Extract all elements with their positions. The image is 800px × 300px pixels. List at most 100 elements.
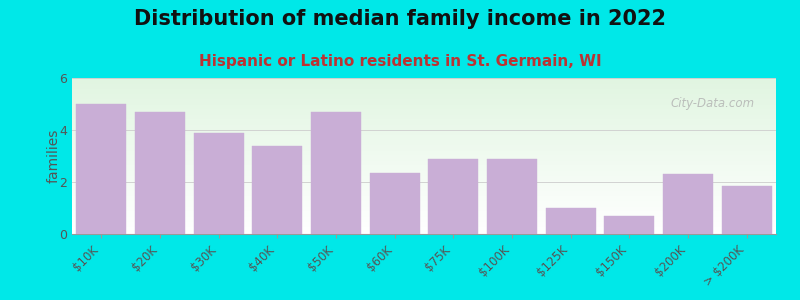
- Bar: [72, 230, 776, 231]
- Bar: [72, 207, 776, 208]
- Bar: [72, 109, 776, 110]
- Bar: [487, 159, 537, 234]
- Bar: [72, 166, 776, 167]
- Bar: [72, 83, 776, 84]
- Bar: [72, 173, 776, 174]
- Bar: [72, 223, 776, 224]
- Bar: [72, 105, 776, 106]
- Bar: [72, 219, 776, 220]
- Bar: [72, 153, 776, 154]
- Bar: [72, 117, 776, 118]
- Bar: [72, 232, 776, 233]
- Bar: [72, 201, 776, 202]
- Bar: [72, 191, 776, 192]
- Bar: [72, 197, 776, 198]
- Bar: [72, 126, 776, 127]
- Bar: [72, 220, 776, 221]
- Bar: [72, 188, 776, 189]
- Bar: [72, 181, 776, 182]
- Bar: [72, 202, 776, 203]
- Bar: [72, 222, 776, 223]
- Bar: [72, 212, 776, 213]
- Bar: [72, 168, 776, 169]
- Bar: [72, 213, 776, 214]
- Bar: [72, 192, 776, 193]
- Bar: [72, 149, 776, 150]
- Bar: [72, 134, 776, 135]
- Bar: [72, 218, 776, 219]
- Bar: [72, 157, 776, 158]
- Bar: [72, 137, 776, 138]
- Bar: [72, 122, 776, 123]
- Bar: [253, 146, 302, 234]
- Bar: [72, 216, 776, 217]
- Bar: [77, 104, 126, 234]
- Bar: [72, 177, 776, 178]
- Bar: [72, 205, 776, 206]
- Bar: [72, 110, 776, 111]
- Bar: [72, 155, 776, 156]
- Bar: [72, 121, 776, 122]
- Bar: [72, 227, 776, 228]
- Bar: [72, 101, 776, 102]
- Bar: [72, 88, 776, 89]
- Bar: [72, 150, 776, 151]
- Bar: [72, 142, 776, 143]
- Bar: [72, 229, 776, 230]
- Bar: [311, 112, 361, 234]
- Bar: [72, 85, 776, 86]
- Bar: [72, 183, 776, 184]
- Bar: [605, 216, 654, 234]
- Bar: [72, 144, 776, 145]
- Bar: [72, 124, 776, 125]
- Bar: [72, 211, 776, 212]
- Bar: [72, 140, 776, 141]
- Bar: [72, 209, 776, 210]
- Bar: [72, 129, 776, 130]
- Bar: [72, 84, 776, 85]
- Bar: [72, 104, 776, 105]
- Bar: [72, 198, 776, 199]
- Bar: [72, 148, 776, 149]
- Bar: [72, 97, 776, 98]
- Bar: [72, 116, 776, 117]
- Bar: [72, 120, 776, 121]
- Bar: [72, 226, 776, 227]
- Bar: [72, 182, 776, 183]
- Bar: [72, 114, 776, 115]
- Bar: [72, 179, 776, 180]
- Bar: [72, 127, 776, 128]
- Bar: [72, 79, 776, 80]
- Bar: [72, 162, 776, 163]
- Bar: [72, 86, 776, 87]
- Text: Distribution of median family income in 2022: Distribution of median family income in …: [134, 9, 666, 29]
- Bar: [72, 185, 776, 186]
- Bar: [72, 94, 776, 95]
- Bar: [72, 194, 776, 195]
- Bar: [370, 173, 419, 234]
- Bar: [72, 130, 776, 131]
- Bar: [72, 123, 776, 124]
- Bar: [72, 186, 776, 187]
- Bar: [72, 206, 776, 207]
- Bar: [72, 203, 776, 204]
- Bar: [72, 175, 776, 176]
- Bar: [72, 159, 776, 160]
- Bar: [72, 102, 776, 103]
- Bar: [72, 217, 776, 218]
- Bar: [72, 118, 776, 119]
- Bar: [72, 111, 776, 112]
- Bar: [72, 221, 776, 222]
- Bar: [72, 225, 776, 226]
- Bar: [72, 119, 776, 120]
- Bar: [72, 233, 776, 234]
- Bar: [72, 215, 776, 216]
- Bar: [72, 224, 776, 225]
- Bar: [72, 193, 776, 194]
- Bar: [72, 107, 776, 108]
- Bar: [72, 132, 776, 133]
- Bar: [194, 133, 243, 234]
- Bar: [72, 210, 776, 211]
- Bar: [72, 204, 776, 205]
- Bar: [72, 145, 776, 146]
